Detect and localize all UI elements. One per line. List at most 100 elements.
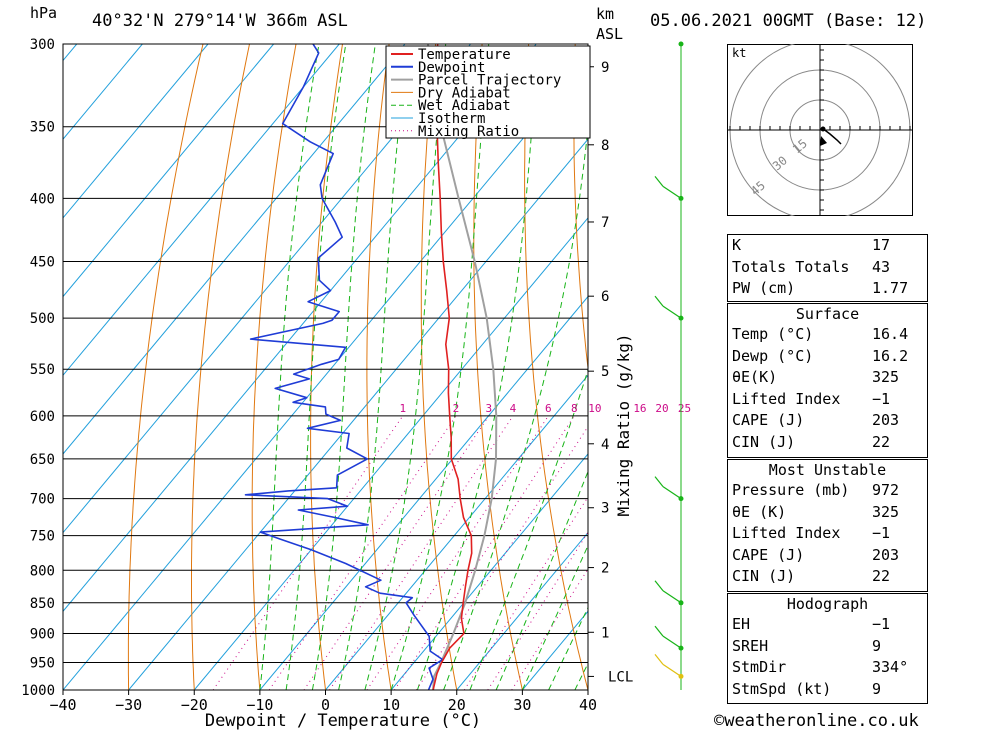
pw-label: PW (cm) <box>732 279 796 297</box>
station-location: 40°32'N 279°14'W 366m ASL <box>92 11 348 31</box>
hodograph-stat-row-value: −1 <box>872 615 891 633</box>
height-tick-label: 3 <box>601 501 609 517</box>
wind-barb-station <box>678 41 684 47</box>
surface-row-value: 16.4 <box>872 325 909 343</box>
mixing-ratio-label: 2 <box>453 402 460 415</box>
storm-motion-marker <box>820 136 827 146</box>
parcel-trajectory-line <box>426 44 498 690</box>
dry-adiabat-line <box>573 44 588 372</box>
wind-barb-flag <box>654 580 664 592</box>
indices-box: K 17 Totals Totals 43 PW (cm) 1.77 <box>727 234 928 302</box>
temperature-tick-label: −40 <box>49 696 76 714</box>
dry-adiabat-line <box>524 44 588 690</box>
mixing-ratio-line <box>511 568 588 690</box>
hpa-unit-label: hPa <box>30 4 58 22</box>
most-unstable-box: Most Unstable Pressure (mb) 972 θE (K) 325 L… <box>727 459 928 592</box>
dry-adiabat-line <box>473 44 523 690</box>
surface-row-label: Dewp (°C) <box>732 346 814 365</box>
mixing-ratio-label: 16 <box>633 402 646 415</box>
wind-barb-staff <box>662 663 682 677</box>
x-axis-title: Dewpoint / Temperature (°C) <box>205 711 481 731</box>
mixing-ratio-label: 10 <box>588 402 601 415</box>
pressure-tick-label: 1000 <box>21 683 55 699</box>
totals-totals-value: 43 <box>872 257 891 276</box>
isotherm-line <box>325 374 588 690</box>
mixing-ratio-label: 20 <box>655 402 668 415</box>
mixing-ratio-line <box>212 415 404 690</box>
most-unstable-row: CIN (J) 22 <box>728 566 927 588</box>
wet-adiabat-line <box>443 123 588 690</box>
wind-barb-flag <box>654 476 664 487</box>
hodograph-stat-row: StmDir 334° <box>728 657 927 679</box>
most-unstable-row-label: Pressure (mb) <box>732 481 850 499</box>
mixing-ratio-label: 25 <box>678 402 691 415</box>
surface-row: CAPE (J) 203 <box>728 410 927 432</box>
wind-barb-staff <box>662 635 682 649</box>
temperature-line <box>432 44 473 690</box>
most-unstable-row-label: CAPE (J) <box>732 545 805 564</box>
legend-label: Parcel Trajectory <box>418 73 561 89</box>
hodograph-stats-box: Hodograph EH −1 SREH 9 StmDir 334° StmSpd (kt)… <box>727 593 928 704</box>
most-unstable-row: Pressure (mb) 972 <box>728 480 927 502</box>
k-index-value: 17 <box>872 236 891 254</box>
mixing-ratio-line <box>303 415 490 690</box>
pressure-tick-label: 500 <box>30 311 55 327</box>
most-unstable-row: CAPE (J) 203 <box>728 545 927 567</box>
copyright-credit[interactable]: ©weatheronline.co.uk <box>714 711 919 731</box>
height-tick-label: 6 <box>601 289 609 305</box>
mixing-ratio-label: 8 <box>571 402 578 415</box>
most-unstable-row-value: 972 <box>872 481 900 499</box>
most-unstable-row-value: −1 <box>872 524 891 542</box>
height-tick-label: 4 <box>601 437 609 453</box>
surface-row-label: CIN (J) <box>732 432 796 451</box>
isotherm-line <box>390 453 588 690</box>
most-unstable-row: Lifted Index −1 <box>728 523 927 545</box>
wind-barb-flag <box>654 175 664 187</box>
most-unstable-row-label: CIN (J) <box>732 567 796 585</box>
pressure-tick-label: 350 <box>30 120 55 136</box>
wind-barb-flag <box>654 654 664 665</box>
pressure-tick-label: 750 <box>30 529 55 545</box>
hodograph-stat-row: EH −1 <box>728 614 927 636</box>
pressure-tick-label: 700 <box>30 492 55 508</box>
k-index-label: K <box>732 236 742 254</box>
legend-label: Mixing Ratio <box>418 124 519 140</box>
isotherm-line <box>63 44 340 377</box>
temperature-tick-label: 40 <box>579 696 597 714</box>
legend-label: Dry Adiabat <box>418 85 511 101</box>
legend-label: Isotherm <box>418 111 485 127</box>
mixing-ratio-label: 1 <box>399 402 406 415</box>
height-tick-label: 7 <box>601 215 609 231</box>
dry-adiabat-line <box>947 44 1000 690</box>
pressure-tick-label: 950 <box>30 655 55 671</box>
hodograph-stat-row-label: StmDir <box>732 658 787 676</box>
pressure-tick-label: 400 <box>30 191 55 207</box>
isotherm-line <box>63 44 406 455</box>
temperature-tick-label: 0 <box>321 696 330 714</box>
surface-row: CIN (J) 22 <box>728 432 927 454</box>
mixing-ratio-label: 6 <box>545 402 552 415</box>
wet-adiabat-line <box>311 44 376 690</box>
temperature-tick-label: −20 <box>181 696 208 714</box>
asl-unit-label: ASL <box>596 25 624 43</box>
pressure-tick-label: 550 <box>30 362 55 378</box>
surface-title: Surface <box>795 305 860 323</box>
surface-row-value: 16.2 <box>872 346 909 365</box>
wind-barb-staff <box>662 305 682 319</box>
mixing-ratio-label: 4 <box>510 402 517 415</box>
hodograph-point <box>820 126 826 132</box>
surface-row-value: −1 <box>872 389 891 408</box>
dry-adiabat-line <box>191 44 250 690</box>
wind-barb-staff <box>662 185 682 199</box>
most-unstable-row-value: 325 <box>872 502 900 521</box>
pressure-tick-label: 900 <box>30 626 55 642</box>
wind-barb-staff <box>662 486 682 500</box>
isotherm-line <box>63 44 471 534</box>
hodograph-stat-row-label: EH <box>732 615 751 633</box>
plot-frame <box>62 43 589 691</box>
surface-box: Surface Temp (°C) 16.4 Dewp (°C) 16.2 θE(K) 3… <box>727 303 928 458</box>
pressure-tick-label: 300 <box>30 37 55 53</box>
hodograph-stat-row-label: SREH <box>732 636 769 655</box>
